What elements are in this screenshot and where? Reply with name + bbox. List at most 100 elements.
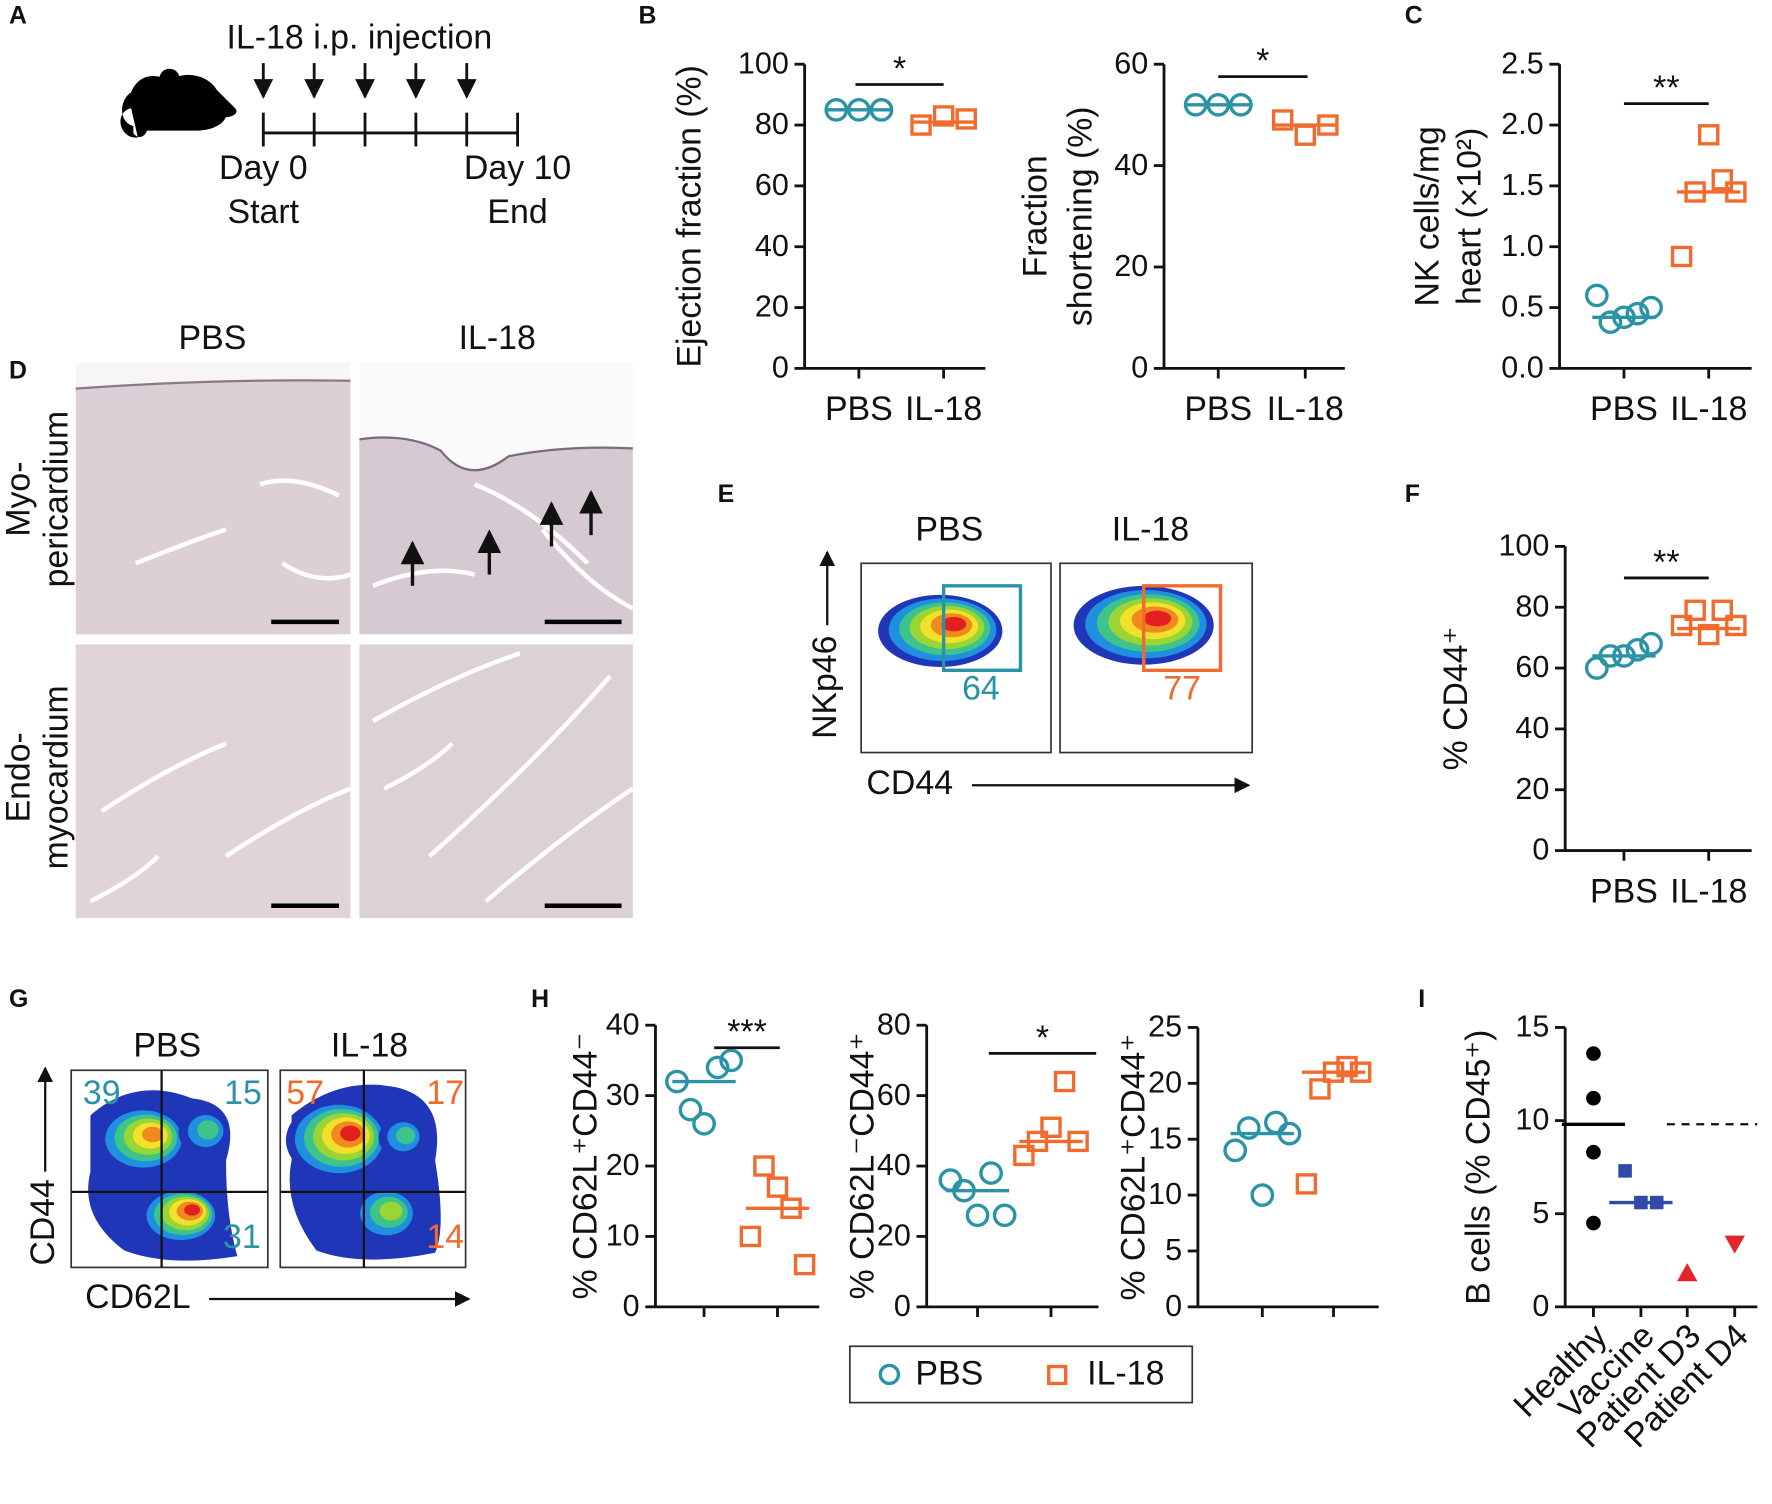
y-tick-label: 60 [877,1078,911,1112]
y-tick-label: 0 [1165,1289,1182,1323]
panel-letter: H [531,986,549,1013]
point [739,1225,762,1248]
column-label: IL-18 [1112,511,1189,549]
point [1586,1215,1601,1231]
point [753,1155,775,1177]
point [665,1069,689,1094]
point [1053,1070,1076,1093]
y-tick-label: 5 [1165,1233,1182,1267]
point [780,1197,802,1219]
timeline-label: Start [228,193,300,231]
point [1586,1046,1601,1061]
y-tick-label: 30 [606,1078,640,1112]
point [1625,637,1650,662]
density-layer [396,1126,416,1145]
flow-e: PBS IL-18 64 77 NKp46 CD44 [806,511,1254,802]
tissue-streaks [89,478,635,904]
y-axis-label: NK cells/mg [1408,126,1446,306]
y-tick-label: 40 [877,1148,911,1182]
axis-label: CD62L [85,1278,191,1316]
y-tick-label: 80 [755,107,789,141]
point [1618,1164,1632,1178]
y-tick-label: 20 [755,290,789,324]
point [824,98,849,122]
point [847,98,871,122]
x-tick-label: PBS [1590,872,1658,910]
density-layer [941,616,967,632]
quadrant-value: 15 [224,1074,262,1112]
point [1322,1061,1345,1083]
column-label: PBS [179,319,247,357]
tissue-image [359,644,633,919]
arrows [400,489,603,586]
point [1670,614,1693,637]
scale-bars [271,619,622,909]
x-tick-label: PBS [1184,390,1252,428]
point [1228,92,1253,117]
density-layer [142,1126,163,1143]
panel-letter: I [1418,986,1425,1013]
point [938,1168,963,1192]
density-layer [197,1120,219,1140]
tissue [75,380,351,635]
point [719,1048,744,1073]
y-tick-label: 0 [1532,833,1549,867]
y-tick-label: 0.5 [1501,290,1543,324]
y-tick-label: 60 [755,168,789,202]
panel-letter: D [9,357,27,384]
density-layer [340,1125,361,1142]
legend-swatch [1047,1364,1068,1386]
point [955,108,977,130]
panel-letter: B [639,2,657,29]
y-tick-label: 0 [772,351,789,385]
point [1711,599,1734,621]
schematic-title: IL-18 i.p. injection [227,18,493,56]
point [1309,1078,1331,1100]
gate-value: 77 [1163,670,1201,708]
point [1040,1116,1062,1138]
point [1639,295,1663,320]
column-label: PBS [133,1027,201,1065]
density-layer [184,1204,201,1216]
point [1724,1235,1745,1254]
density [285,1084,441,1260]
row-label: Myo- [0,462,37,537]
column-label: PBS [915,511,983,549]
point [678,1097,703,1122]
y-axis-label: % CD62L⁺CD44⁻ [567,1033,605,1300]
timeline-label: Day 0 [219,149,308,187]
axis-label: CD44 [866,764,953,802]
point [692,1111,716,1136]
panel-letter: G [9,986,28,1013]
point [1598,644,1623,668]
point [1670,245,1693,268]
point [979,1161,1003,1185]
y-tick-label: 60 [1114,46,1148,80]
point [1586,1144,1601,1160]
tissue-edge [75,379,351,390]
x-tick-label: IL-18 [1670,390,1747,428]
point [1336,1055,1358,1078]
y-tick-label: 0 [623,1289,640,1323]
point [1013,1144,1035,1167]
axis-label: CD44 [24,1179,62,1265]
tissue [359,437,633,635]
point [1264,1110,1288,1135]
y-tick-label: 25 [1148,1010,1182,1044]
panel-letter: C [1405,2,1423,29]
y-tick-label: 60 [1515,650,1549,684]
y-tick-label: 0 [1532,1289,1549,1323]
y-tick-label: 2.0 [1501,107,1543,141]
point [1206,92,1231,117]
y-tick-label: 15 [1515,1010,1549,1044]
point [1349,1061,1372,1083]
tissue-edge [359,436,633,472]
point [1294,124,1317,146]
significance-label: ** [1653,543,1679,581]
y-tick-label: 0.0 [1501,351,1543,385]
histology: PBS IL-18 Myo- pericardium Endo- myocard… [0,319,635,919]
legend-swatch [878,1363,901,1386]
y-tick-label: 10 [1148,1177,1182,1211]
point [952,1178,976,1203]
y-tick-label: 20 [606,1148,640,1182]
